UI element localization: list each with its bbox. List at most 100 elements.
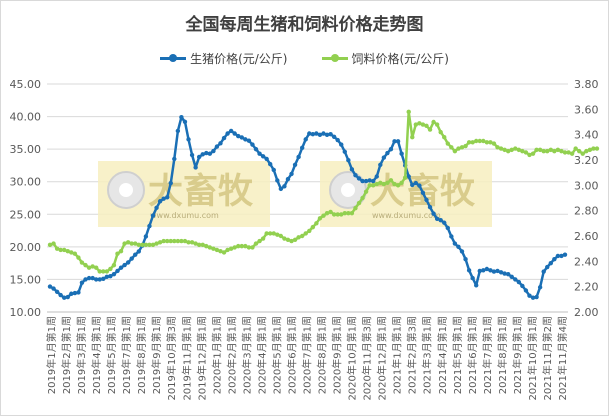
- data-point-hog-price: [161, 196, 166, 201]
- data-point-hog-price: [406, 174, 411, 179]
- data-point-feed-price: [555, 147, 561, 153]
- data-point-hog-price: [182, 119, 188, 124]
- data-point-hog-price: [442, 220, 447, 225]
- data-point-hog-price: [101, 276, 106, 281]
- data-point-hog-price: [445, 225, 450, 231]
- x-tick-label: 2020年12月第1周: [376, 316, 389, 401]
- data-point-hog-price: [72, 290, 78, 296]
- data-point-hog-price: [527, 293, 532, 298]
- data-point-feed-price: [47, 242, 53, 248]
- data-point-hog-price: [193, 165, 198, 170]
- x-tick-label: 2020年9月第1周: [331, 316, 344, 394]
- data-point-hog-price: [513, 277, 518, 282]
- watermark-url: www.dxumu.com: [372, 211, 441, 220]
- data-point-feed-price: [221, 250, 227, 255]
- data-point-hog-price: [47, 284, 53, 289]
- data-point-feed-price: [566, 150, 571, 155]
- data-point-hog-price: [562, 252, 568, 257]
- data-point-hog-price: [172, 156, 177, 162]
- data-point-hog-price: [264, 156, 269, 162]
- data-point-feed-price: [165, 238, 170, 244]
- x-tick-label: 2021年3月第1周: [421, 316, 434, 394]
- data-point-hog-price: [502, 271, 507, 276]
- data-point-hog-price: [516, 279, 522, 285]
- data-point-feed-price: [349, 211, 355, 216]
- data-point-feed-price: [86, 265, 92, 270]
- data-point-feed-price: [470, 140, 475, 145]
- data-point-hog-price: [136, 249, 141, 254]
- legend-swatch-hog-price: [160, 54, 187, 62]
- data-point-hog-price: [477, 268, 482, 274]
- data-point-hog-price: [79, 280, 85, 285]
- data-point-hog-price: [204, 150, 209, 156]
- data-point-hog-price: [385, 150, 390, 156]
- y-right-tick-label: 3.40: [574, 129, 599, 142]
- data-point-feed-price: [481, 138, 486, 144]
- data-point-feed-price: [331, 212, 337, 217]
- data-point-hog-price: [541, 269, 546, 274]
- data-point-hog-price: [321, 131, 326, 136]
- data-point-feed-price: [182, 238, 188, 244]
- data-point-feed-price: [285, 237, 291, 242]
- data-point-hog-price: [157, 199, 163, 204]
- data-point-hog-price: [452, 241, 458, 246]
- data-point-hog-price: [303, 137, 308, 142]
- legend-item-hog-price: 生猪价格(元/公斤): [160, 50, 288, 67]
- data-point-feed-price: [541, 148, 546, 154]
- data-point-feed-price: [289, 238, 294, 244]
- y-right-tick-label: 3.00: [574, 179, 599, 192]
- data-point-hog-price: [495, 268, 500, 274]
- data-point-hog-price: [221, 135, 227, 141]
- x-tick-label: 2019年1月第1周: [45, 316, 58, 394]
- data-point-hog-price: [228, 128, 234, 134]
- data-point-hog-price: [474, 283, 479, 288]
- data-point-feed-price: [502, 147, 507, 153]
- data-point-feed-price: [200, 242, 205, 248]
- data-point-feed-price: [591, 146, 596, 151]
- data-point-feed-price: [154, 241, 159, 246]
- data-point-hog-price: [331, 134, 337, 139]
- data-point-feed-price: [250, 245, 255, 250]
- x-tick-label: 2021年8月第1周: [496, 316, 509, 394]
- x-tick-label: 2020年4月第1周: [255, 316, 268, 394]
- data-point-hog-price: [268, 161, 273, 167]
- data-point-hog-price: [559, 253, 564, 259]
- data-point-feed-price: [204, 243, 209, 249]
- data-point-hog-price: [296, 154, 301, 160]
- x-tick-label: 2021年4月第1周: [436, 316, 449, 394]
- data-point-feed-price: [214, 247, 220, 253]
- data-point-hog-price: [449, 234, 454, 239]
- data-point-feed-price: [175, 238, 181, 244]
- data-point-hog-price: [93, 277, 99, 282]
- data-point-feed-price: [587, 147, 593, 153]
- data-point-hog-price: [413, 180, 419, 186]
- data-point-feed-price: [530, 151, 536, 156]
- data-point-hog-price: [459, 249, 465, 254]
- y-right-tick-label: 3.20: [574, 154, 599, 167]
- x-tick-label: 2020年3月第1周: [240, 316, 253, 394]
- data-point-feed-price: [65, 249, 70, 254]
- data-point-feed-price: [545, 148, 550, 154]
- data-point-feed-price: [509, 147, 514, 153]
- data-point-hog-price: [243, 137, 248, 142]
- data-point-feed-price: [534, 147, 539, 153]
- x-tick-label: 2021年11月第4周: [556, 316, 569, 401]
- data-point-hog-price: [253, 146, 259, 152]
- data-point-hog-price: [534, 294, 539, 300]
- data-point-feed-price: [264, 231, 269, 236]
- data-point-feed-price: [395, 183, 401, 188]
- data-point-hog-price: [537, 285, 543, 290]
- data-point-hog-price: [236, 133, 241, 139]
- x-tick-label: 2019年11月第1周: [180, 316, 193, 401]
- data-point-feed-price: [303, 231, 308, 236]
- data-point-feed-price: [83, 262, 88, 268]
- chart-title: 全国每周生猪和饲料价格走势图: [185, 15, 424, 35]
- data-point-feed-price: [179, 238, 184, 244]
- data-point-feed-price: [335, 212, 340, 217]
- data-point-feed-price: [129, 241, 134, 246]
- data-point-feed-price: [381, 181, 387, 187]
- data-point-hog-price: [200, 152, 205, 157]
- data-point-feed-price: [136, 242, 141, 248]
- data-point-feed-price: [253, 241, 259, 246]
